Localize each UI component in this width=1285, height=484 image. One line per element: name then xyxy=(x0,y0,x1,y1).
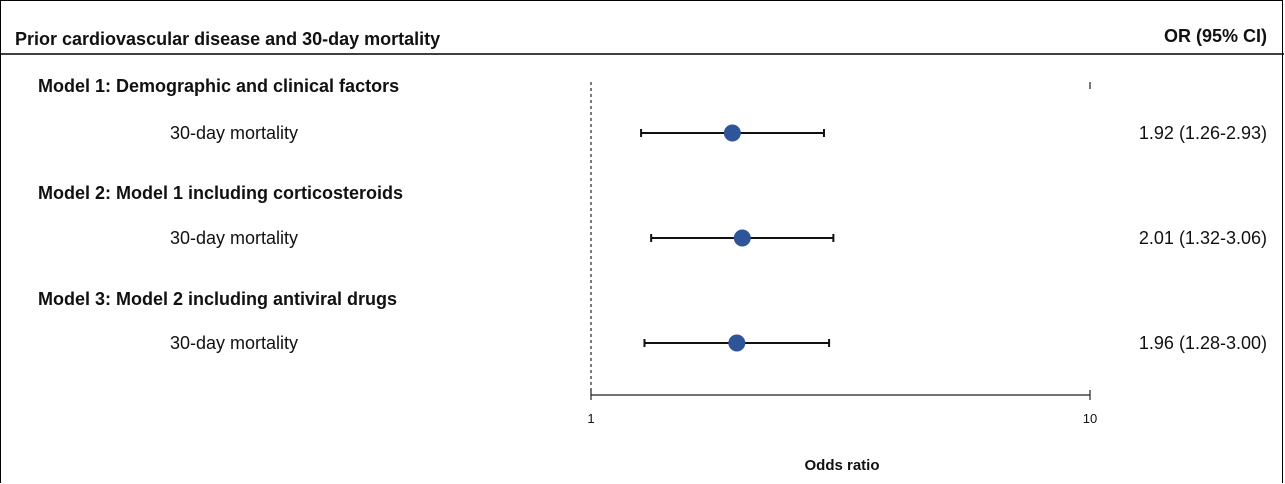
or-point xyxy=(728,334,746,352)
x-axis-label: Odds ratio xyxy=(804,457,879,474)
or-point xyxy=(733,229,751,247)
row-label: 30-day mortality xyxy=(170,228,298,248)
or-ci-value: 1.96 (1.28-3.00) xyxy=(1139,333,1267,353)
x-tick-label: 1 xyxy=(587,411,594,426)
x-tick-label: 10 xyxy=(1083,411,1097,426)
row-label: 30-day mortality xyxy=(170,123,298,143)
chart-title: Prior cardiovascular disease and 30-day … xyxy=(15,29,440,49)
row-label: 30-day mortality xyxy=(170,333,298,353)
forest-rows: Model 1: Demographic and clinical factor… xyxy=(38,76,1267,353)
model-heading: Model 3: Model 2 including antiviral dru… xyxy=(38,289,397,309)
or-ci-header: OR (95% CI) xyxy=(1164,26,1267,46)
or-ci-value: 1.92 (1.26-2.93) xyxy=(1139,123,1267,143)
model-heading: Model 2: Model 1 including corticosteroi… xyxy=(38,183,403,203)
x-axis: 1 10 xyxy=(587,82,1097,426)
model-heading: Model 1: Demographic and clinical factor… xyxy=(38,76,399,96)
or-point xyxy=(723,124,741,142)
or-ci-value: 2.01 (1.32-3.06) xyxy=(1139,228,1267,248)
